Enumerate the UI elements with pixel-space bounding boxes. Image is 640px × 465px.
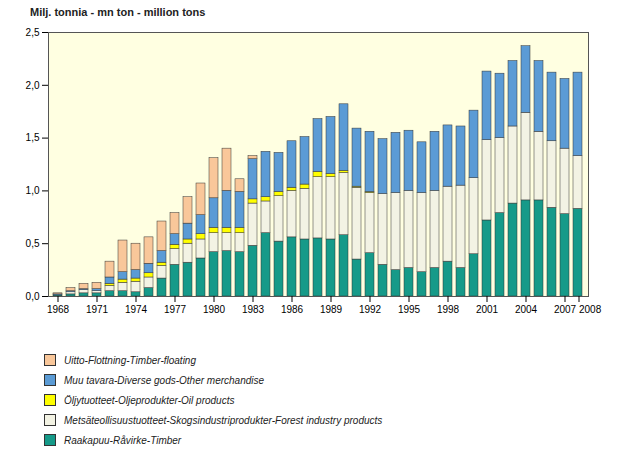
svg-text:2,5: 2,5: [26, 27, 40, 38]
svg-text:1989: 1989: [320, 304, 343, 315]
html-text:Muu tavara-Diverse gods-Other: Muu tavara-Diverse gods-Other merchandis…: [64, 374, 265, 386]
html-text:Öljytuotteet-Oljeprodukter-Oil: Öljytuotteet-Oljeprodukter-Oil products: [64, 394, 235, 406]
svg-text:2007: 2007: [554, 304, 577, 315]
svg-text:1968: 1968: [47, 304, 70, 315]
html-text:Raakapuu-Råvirke-Timber: Raakapuu-Råvirke-Timber: [64, 434, 182, 446]
svg-text:0,0: 0,0: [26, 291, 40, 302]
svg-text:1983: 1983: [242, 304, 265, 315]
svg-text:1974: 1974: [125, 304, 148, 315]
svg-text:1,0: 1,0: [26, 185, 40, 196]
svg-text:2001: 2001: [476, 304, 499, 315]
svg-text:1986: 1986: [281, 304, 304, 315]
svg-text:1980: 1980: [203, 304, 226, 315]
svg-text:0,5: 0,5: [26, 238, 40, 249]
svg-text:1995: 1995: [398, 304, 421, 315]
svg-text:1998: 1998: [437, 304, 460, 315]
svg-text:1992: 1992: [359, 304, 382, 315]
svg-text:2008: 2008: [579, 304, 602, 315]
html-text:Uitto-Flottning-Timber-floatin: Uitto-Flottning-Timber-floating: [64, 354, 196, 366]
svg-text:2,0: 2,0: [26, 80, 40, 91]
svg-text:1977: 1977: [164, 304, 187, 315]
html-text:Metsäteollisuustuotteet-Skogsi: Metsäteollisuustuotteet-Skogsindustripro…: [64, 414, 383, 426]
svg-text:1,5: 1,5: [26, 132, 40, 143]
svg-text:1971: 1971: [86, 304, 109, 315]
svg-text:2004: 2004: [515, 304, 538, 315]
html-text:Milj. tonnia - mn ton - millio: Milj. tonnia - mn ton - million tons: [30, 6, 206, 18]
